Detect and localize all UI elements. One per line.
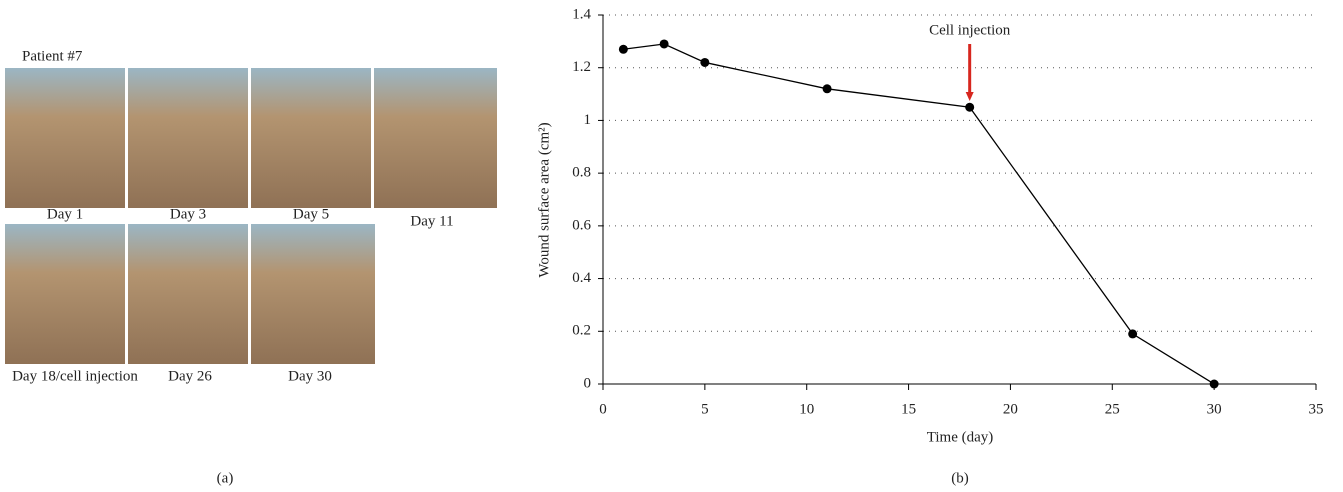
data-point [822,84,832,94]
photo-caption: Day 30 [288,368,332,384]
panel-a: Patient #7 Day 1 Day 3 Day 5 Day 11 Day … [5,48,497,486]
x-tick-label: 15 [901,401,916,417]
data-point [1209,379,1219,389]
y-tick-label: 0.8 [572,165,591,181]
y-tick-label: 1 [584,112,592,128]
photo [5,68,125,208]
photo-caption: Day 5 [293,206,329,222]
photo [251,68,371,208]
data-point [618,44,628,54]
photo [374,68,497,208]
x-tick-label: 10 [799,401,814,417]
x-tick-label: 20 [1003,401,1018,417]
data-point [700,57,710,67]
photo [128,68,248,208]
photo-caption: Day 3 [170,206,206,222]
photo-caption: Day 1 [47,206,83,222]
panel-label: (b) [951,470,969,486]
x-tick-label: 35 [1309,401,1324,417]
data-point [659,39,669,49]
photo [128,224,248,364]
y-tick-label: 0 [584,375,592,391]
data-point [965,102,975,112]
x-tick-label: 30 [1207,401,1222,417]
annotation-arrowhead [965,92,974,101]
photo [5,224,125,364]
panel-label: (a) [217,470,234,486]
y-tick-label: 0.2 [572,323,591,339]
annotation-text: Cell injection [929,22,1011,38]
x-tick-label: 0 [599,401,607,417]
photo-caption: Day 18/cell injection [12,368,138,384]
y-tick-label: 0.6 [572,217,591,233]
series-line [623,43,1215,385]
y-axis-label: Wound surface area (cm²) [536,122,552,277]
y-tick-label: 0.4 [572,270,591,286]
photo-caption: Day 26 [168,368,212,384]
x-axis-label: Time (day) [927,429,994,445]
patient-label: Patient #7 [22,48,83,64]
x-tick-label: 25 [1105,401,1120,417]
y-tick-label: 1.2 [572,59,591,75]
photo [251,224,375,364]
data-point [1128,329,1138,339]
x-tick-label: 5 [701,401,709,417]
photo-caption: Day 11 [410,213,453,229]
y-tick-label: 1.4 [572,6,591,22]
